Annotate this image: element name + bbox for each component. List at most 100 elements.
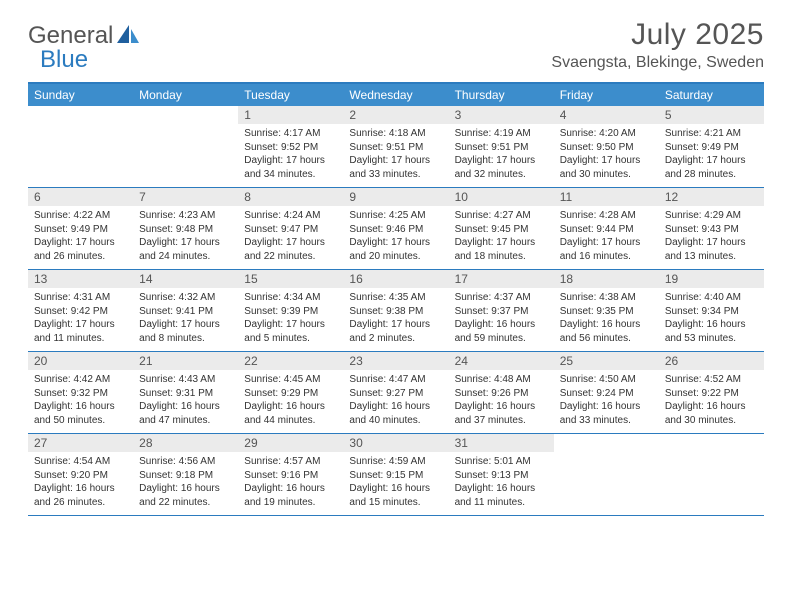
day-cell: 28Sunrise: 4:56 AMSunset: 9:18 PMDayligh… [133,434,238,515]
day-cell: 27Sunrise: 4:54 AMSunset: 9:20 PMDayligh… [28,434,133,515]
day-cell: 15Sunrise: 4:34 AMSunset: 9:39 PMDayligh… [238,270,343,351]
sunrise-text: Sunrise: 4:17 AM [244,127,337,141]
sunset-text: Sunset: 9:46 PM [349,223,442,237]
sunset-text: Sunset: 9:31 PM [139,387,232,401]
daylight-text: Daylight: 17 hours and 8 minutes. [139,318,232,345]
daylight-text: Daylight: 16 hours and 53 minutes. [665,318,758,345]
brand-blue: Blue [40,46,88,73]
col-friday: Friday [554,84,659,106]
day-cell [28,106,133,187]
day-number: 17 [449,270,554,288]
day-cell: 13Sunrise: 4:31 AMSunset: 9:42 PMDayligh… [28,270,133,351]
day-number [133,106,238,124]
day-number: 15 [238,270,343,288]
daylight-text: Daylight: 16 hours and 37 minutes. [455,400,548,427]
day-number: 23 [343,352,448,370]
day-number [28,106,133,124]
col-saturday: Saturday [659,84,764,106]
sunrise-text: Sunrise: 4:28 AM [560,209,653,223]
week-row: 20Sunrise: 4:42 AMSunset: 9:32 PMDayligh… [28,352,764,434]
sunrise-text: Sunrise: 4:43 AM [139,373,232,387]
calendar-header-row: Sunday Monday Tuesday Wednesday Thursday… [28,84,764,106]
col-monday: Monday [133,84,238,106]
day-number: 22 [238,352,343,370]
daylight-text: Daylight: 17 hours and 22 minutes. [244,236,337,263]
sunrise-text: Sunrise: 4:19 AM [455,127,548,141]
sunset-text: Sunset: 9:34 PM [665,305,758,319]
sunset-text: Sunset: 9:39 PM [244,305,337,319]
day-number: 2 [343,106,448,124]
sunrise-text: Sunrise: 4:18 AM [349,127,442,141]
day-number: 8 [238,188,343,206]
title-block: July 2025 Svaengsta, Blekinge, Sweden [551,18,764,72]
sunrise-text: Sunrise: 4:56 AM [139,455,232,469]
day-details: Sunrise: 4:31 AMSunset: 9:42 PMDaylight:… [28,288,133,345]
day-number: 19 [659,270,764,288]
day-cell: 9Sunrise: 4:25 AMSunset: 9:46 PMDaylight… [343,188,448,269]
week-row: 13Sunrise: 4:31 AMSunset: 9:42 PMDayligh… [28,270,764,352]
sunset-text: Sunset: 9:50 PM [560,141,653,155]
sunset-text: Sunset: 9:13 PM [455,469,548,483]
day-details: Sunrise: 4:50 AMSunset: 9:24 PMDaylight:… [554,370,659,427]
daylight-text: Daylight: 16 hours and 59 minutes. [455,318,548,345]
day-details: Sunrise: 5:01 AMSunset: 9:13 PMDaylight:… [449,452,554,509]
sunrise-text: Sunrise: 4:32 AM [139,291,232,305]
day-details: Sunrise: 4:43 AMSunset: 9:31 PMDaylight:… [133,370,238,427]
sunrise-text: Sunrise: 4:50 AM [560,373,653,387]
sunset-text: Sunset: 9:52 PM [244,141,337,155]
day-cell: 8Sunrise: 4:24 AMSunset: 9:47 PMDaylight… [238,188,343,269]
day-number: 6 [28,188,133,206]
sunrise-text: Sunrise: 4:20 AM [560,127,653,141]
daylight-text: Daylight: 17 hours and 16 minutes. [560,236,653,263]
day-details: Sunrise: 4:19 AMSunset: 9:51 PMDaylight:… [449,124,554,181]
day-number [659,434,764,452]
day-cell: 30Sunrise: 4:59 AMSunset: 9:15 PMDayligh… [343,434,448,515]
day-cell: 17Sunrise: 4:37 AMSunset: 9:37 PMDayligh… [449,270,554,351]
day-number: 1 [238,106,343,124]
day-details: Sunrise: 4:38 AMSunset: 9:35 PMDaylight:… [554,288,659,345]
daylight-text: Daylight: 17 hours and 11 minutes. [34,318,127,345]
sunset-text: Sunset: 9:35 PM [560,305,653,319]
day-details: Sunrise: 4:35 AMSunset: 9:38 PMDaylight:… [343,288,448,345]
day-cell: 23Sunrise: 4:47 AMSunset: 9:27 PMDayligh… [343,352,448,433]
day-number: 11 [554,188,659,206]
day-details: Sunrise: 4:57 AMSunset: 9:16 PMDaylight:… [238,452,343,509]
sunrise-text: Sunrise: 4:29 AM [665,209,758,223]
day-cell: 14Sunrise: 4:32 AMSunset: 9:41 PMDayligh… [133,270,238,351]
day-cell [133,106,238,187]
sail-icon [115,23,141,50]
sunset-text: Sunset: 9:38 PM [349,305,442,319]
day-details: Sunrise: 4:25 AMSunset: 9:46 PMDaylight:… [343,206,448,263]
col-thursday: Thursday [449,84,554,106]
sunrise-text: Sunrise: 4:31 AM [34,291,127,305]
day-cell: 18Sunrise: 4:38 AMSunset: 9:35 PMDayligh… [554,270,659,351]
sunset-text: Sunset: 9:51 PM [455,141,548,155]
day-cell: 3Sunrise: 4:19 AMSunset: 9:51 PMDaylight… [449,106,554,187]
day-cell: 16Sunrise: 4:35 AMSunset: 9:38 PMDayligh… [343,270,448,351]
day-number: 4 [554,106,659,124]
day-number: 7 [133,188,238,206]
day-cell: 11Sunrise: 4:28 AMSunset: 9:44 PMDayligh… [554,188,659,269]
daylight-text: Daylight: 17 hours and 20 minutes. [349,236,442,263]
day-details: Sunrise: 4:23 AMSunset: 9:48 PMDaylight:… [133,206,238,263]
sunrise-text: Sunrise: 4:54 AM [34,455,127,469]
day-number: 20 [28,352,133,370]
day-details: Sunrise: 4:56 AMSunset: 9:18 PMDaylight:… [133,452,238,509]
day-details: Sunrise: 4:54 AMSunset: 9:20 PMDaylight:… [28,452,133,509]
day-details: Sunrise: 4:47 AMSunset: 9:27 PMDaylight:… [343,370,448,427]
day-number: 3 [449,106,554,124]
day-number: 12 [659,188,764,206]
location: Svaengsta, Blekinge, Sweden [551,54,764,72]
day-number: 10 [449,188,554,206]
sunset-text: Sunset: 9:20 PM [34,469,127,483]
day-number: 14 [133,270,238,288]
day-cell: 24Sunrise: 4:48 AMSunset: 9:26 PMDayligh… [449,352,554,433]
day-cell: 2Sunrise: 4:18 AMSunset: 9:51 PMDaylight… [343,106,448,187]
day-number: 9 [343,188,448,206]
daylight-text: Daylight: 16 hours and 56 minutes. [560,318,653,345]
sunrise-text: Sunrise: 4:27 AM [455,209,548,223]
day-details: Sunrise: 4:52 AMSunset: 9:22 PMDaylight:… [659,370,764,427]
sunrise-text: Sunrise: 4:35 AM [349,291,442,305]
day-cell: 19Sunrise: 4:40 AMSunset: 9:34 PMDayligh… [659,270,764,351]
daylight-text: Daylight: 17 hours and 18 minutes. [455,236,548,263]
